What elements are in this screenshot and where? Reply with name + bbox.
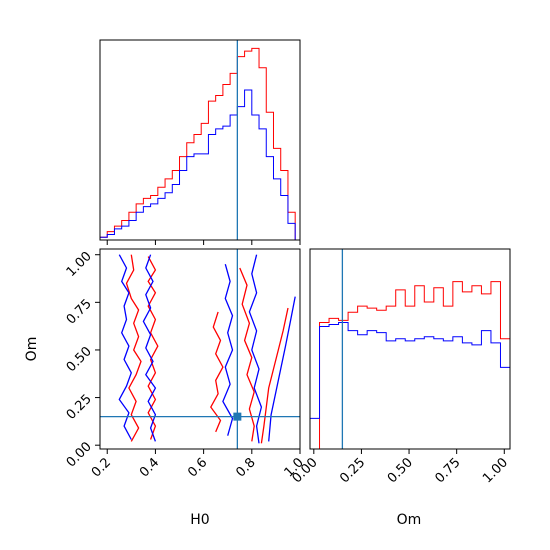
contour-9 bbox=[248, 254, 263, 444]
om-y-tick-label-1: 0.25 bbox=[64, 392, 95, 423]
om-x-tick-label-3: 0.75 bbox=[432, 455, 463, 486]
om-histogram-panel: 0.00 0.25 0.50 0.75 1.00 bbox=[290, 248, 511, 486]
om-y-tick-label-4: 1.00 bbox=[64, 249, 95, 280]
contour-8 bbox=[222, 264, 234, 436]
om-histogram-series-2 bbox=[309, 321, 511, 449]
truth-marker bbox=[233, 412, 242, 421]
h0-histogram-series-1 bbox=[99, 47, 300, 241]
contour-7 bbox=[142, 254, 157, 442]
contour-10 bbox=[268, 296, 296, 442]
h0-axis-label: H0 bbox=[190, 512, 209, 528]
contour-panel-frame bbox=[99, 248, 301, 450]
om-x-tick-label-4: 1.00 bbox=[480, 455, 511, 486]
om-y-axis-label: Om bbox=[24, 337, 40, 362]
h0-histogram-frame bbox=[99, 39, 301, 241]
om-x-tick-label-1: 0.25 bbox=[337, 455, 368, 486]
contour-2 bbox=[147, 256, 159, 440]
om-y-tick-label-3: 0.75 bbox=[64, 297, 95, 328]
om-x-axis-label: Om bbox=[397, 512, 422, 528]
h0-histogram-panel bbox=[99, 39, 301, 245]
h0-tick-label-2: 0.6 bbox=[185, 455, 210, 480]
contour-1 bbox=[125, 254, 142, 442]
h0-histogram-series-2 bbox=[99, 89, 300, 241]
contour-3 bbox=[210, 311, 224, 433]
h0-tick-label-0: 0.2 bbox=[89, 455, 114, 480]
axis-labels: H0 Om Om bbox=[24, 337, 421, 528]
om-x-tick-label-2: 0.50 bbox=[385, 455, 416, 486]
om-histogram-series-1 bbox=[310, 281, 511, 450]
om-y-tick-label-0: 0.00 bbox=[64, 439, 95, 470]
contour-lines bbox=[118, 254, 296, 444]
h0-om-contour-panel: 0.2 0.4 0.6 0.8 1.00.000.250.500.751.00 bbox=[64, 248, 307, 480]
om-histogram-frame bbox=[309, 248, 511, 450]
om-y-tick-label-2: 0.50 bbox=[64, 344, 95, 375]
contour-6 bbox=[118, 254, 133, 440]
contour-4 bbox=[239, 267, 255, 442]
h0-tick-label-1: 0.4 bbox=[137, 455, 162, 480]
h0-tick-label-3: 0.8 bbox=[233, 455, 258, 480]
contour-5 bbox=[260, 307, 289, 444]
